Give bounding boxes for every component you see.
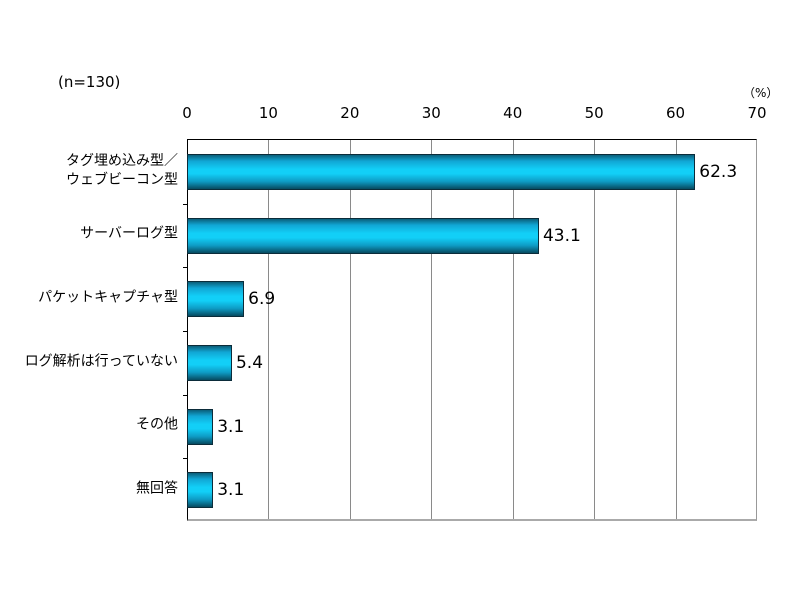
bar <box>187 344 232 381</box>
category-label: タグ埋め込み型／ ウェブビーコン型 <box>66 152 178 190</box>
bar <box>187 217 539 254</box>
category-label-line: ウェブビーコン型 <box>66 172 178 188</box>
gridline <box>512 140 514 519</box>
y-tick <box>183 203 188 205</box>
x-tick-label: 20 <box>340 104 360 122</box>
value-label: 5.4 <box>235 352 264 373</box>
bar <box>187 281 245 318</box>
category-label: ログ解析は行っていない <box>24 353 178 370</box>
gridline <box>268 140 270 519</box>
y-tick <box>183 394 188 396</box>
x-tick-label: 40 <box>503 104 523 122</box>
value-label: 62.3 <box>699 161 738 182</box>
bar <box>187 472 214 509</box>
category-label: パケットキャプチャ型 <box>38 289 178 306</box>
category-label: その他 <box>136 416 178 433</box>
x-tick-label: 10 <box>258 104 278 122</box>
x-tick-label: 50 <box>584 104 604 122</box>
x-tick-label: 0 <box>182 104 192 122</box>
sample-size-label: (n=130) <box>58 73 121 91</box>
gridline <box>675 140 677 519</box>
x-tick-label: 70 <box>747 104 767 122</box>
category-label: サーバーログ型 <box>80 225 178 242</box>
bar <box>187 408 214 445</box>
value-label: 43.1 <box>542 225 581 246</box>
gridline <box>594 140 596 519</box>
bar <box>187 153 696 190</box>
unit-label: （%） <box>743 86 779 100</box>
plot-area: 62.3 43.1 6.9 5.4 3.1 3.1 <box>183 139 757 521</box>
y-tick <box>183 331 188 332</box>
x-tick-label: 30 <box>421 104 441 122</box>
gridline <box>349 140 351 519</box>
category-label-line: タグ埋め込み型／ <box>66 153 178 169</box>
y-tick <box>183 267 188 269</box>
value-label: 3.1 <box>217 416 245 437</box>
y-tick <box>183 458 188 460</box>
category-label: 無回答 <box>136 480 178 497</box>
x-tick-label: 60 <box>666 104 686 122</box>
value-label: 3.1 <box>217 480 245 501</box>
gridline <box>431 140 433 519</box>
value-label: 6.9 <box>248 289 276 310</box>
